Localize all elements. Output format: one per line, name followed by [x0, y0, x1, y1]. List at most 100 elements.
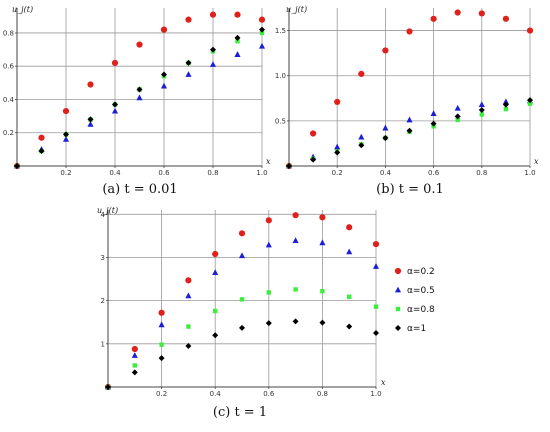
panel-caption: (b) t = 0.1 [376, 182, 444, 197]
data-point [373, 304, 379, 309]
data-point [238, 252, 246, 259]
data-point [158, 309, 165, 316]
y-tick-label: 0.2 [3, 129, 14, 137]
y-axis-label: u_j(t) [97, 206, 118, 215]
x-tick-label: 0.6 [428, 169, 440, 177]
x-tick-label: 0.4 [109, 169, 121, 177]
data-point [136, 86, 143, 93]
x-tick-label: 0.6 [263, 390, 275, 398]
data-point [185, 292, 192, 299]
data-point [334, 143, 341, 150]
data-point [503, 106, 509, 112]
data-point [185, 277, 192, 284]
x-tick-label: 0.2 [156, 390, 167, 398]
data-point [265, 217, 272, 224]
data-point [111, 107, 119, 114]
data-point [406, 28, 413, 35]
data-point [479, 112, 484, 117]
data-point [502, 98, 509, 105]
x-tick-label: 0.8 [317, 390, 328, 398]
data-point [430, 110, 437, 117]
data-point [454, 9, 461, 16]
legend-label: α=0.5 [407, 286, 435, 296]
legend-marker [394, 286, 402, 293]
data-point [502, 101, 509, 108]
y-tick-label: 0.6 [3, 63, 15, 71]
x-tick-label: 1.0 [524, 169, 535, 177]
data-point [238, 230, 246, 237]
data-point [185, 59, 192, 66]
data-point [209, 11, 217, 18]
data-point [334, 98, 341, 105]
x-tick-label: 0.2 [60, 169, 71, 177]
data-point [210, 46, 216, 53]
data-point [239, 324, 245, 331]
data-point [185, 16, 192, 23]
data-point [310, 130, 317, 137]
data-point [63, 131, 69, 138]
data-point [406, 127, 413, 134]
data-point [527, 101, 533, 106]
y-axis-label: u_j(t) [286, 5, 307, 14]
data-point [319, 319, 326, 326]
data-point [265, 241, 272, 248]
data-point [158, 321, 165, 328]
data-point [266, 290, 271, 295]
legend-label: α=1 [407, 324, 426, 334]
y-tick-label: 1.5 [275, 27, 286, 35]
data-point [38, 134, 45, 141]
x-tick-label: 1.0 [370, 390, 381, 398]
y-axis-label: u_j(t) [12, 5, 33, 14]
data-point [334, 149, 341, 156]
data-point [87, 116, 94, 123]
data-point [286, 163, 292, 169]
data-point [382, 124, 389, 131]
chart-panel-1: 0.2 0.4 0.6 0.8 1.0 0.5 1.0 1.5 x u_j(t) (b) t = 0… [275, 5, 539, 197]
data-point [158, 355, 165, 362]
data-point [185, 71, 192, 77]
data-point [234, 11, 241, 18]
x-axis-label: x [534, 157, 539, 166]
data-point [292, 237, 299, 244]
data-point [347, 294, 352, 299]
data-point [502, 15, 509, 22]
data-point [430, 120, 437, 127]
data-point [526, 27, 534, 34]
data-point [239, 297, 245, 302]
data-point [62, 135, 70, 142]
y-tick-label: 0.4 [3, 96, 15, 104]
data-point [478, 101, 485, 107]
legend-marker [395, 325, 401, 331]
legend: α=0.2 α=0.5 α=0.8 α=1 [394, 267, 435, 334]
data-point [209, 61, 217, 67]
data-point [382, 135, 389, 142]
data-point [212, 332, 219, 339]
data-point [62, 108, 70, 115]
x-axis-label: x [266, 157, 271, 166]
data-point [234, 34, 241, 41]
x-tick-label: 0.6 [158, 169, 170, 177]
x-tick-label: 0.8 [207, 169, 218, 177]
data-point [346, 248, 353, 255]
y-tick-label: 0.5 [275, 117, 286, 125]
data-point [292, 318, 299, 325]
y-tick-label: 1 [101, 340, 105, 348]
panel-caption: (c) t = 1 [213, 405, 267, 420]
data-point [213, 308, 218, 314]
data-point [319, 239, 326, 246]
data-point [346, 323, 353, 330]
chart-panel-0: 0.2 0.4 0.6 0.8 1.0 0.2 0.4 0.6 0.8 x u_j(t) (a) t … [3, 5, 271, 197]
data-point [454, 104, 461, 111]
data-point [454, 113, 461, 120]
data-point [14, 163, 20, 169]
data-point [373, 330, 379, 337]
data-point [358, 70, 365, 78]
y-tick-label: 4 [101, 211, 106, 219]
chart-panel-2: 0.2 0.4 0.6 0.8 1.0 1 2 3 4 x u_j(t) (c) t = 1 [97, 206, 386, 420]
x-tick-label: 1.0 [256, 169, 267, 177]
data-point [234, 51, 241, 57]
legend-label: α=0.2 [407, 267, 435, 277]
panel-caption: (a) t = 0.01 [102, 182, 177, 197]
data-point [259, 30, 265, 36]
